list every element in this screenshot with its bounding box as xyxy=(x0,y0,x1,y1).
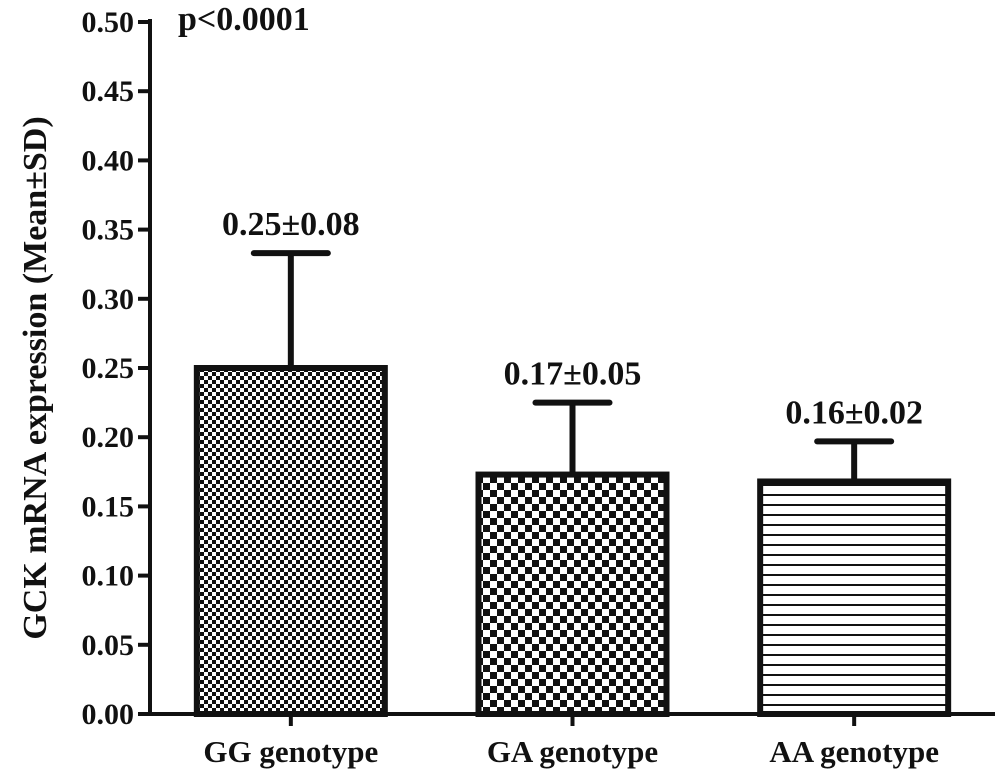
data-labels: 0.25±0.08 0.17±0.05 0.16±0.02 xyxy=(222,206,923,431)
y-tick-label: 0.25 xyxy=(82,352,135,385)
x-axis: GG genotype GA genotype AA genotype xyxy=(148,712,995,769)
bar-aa-genotype xyxy=(757,478,952,717)
p-value-annotation: p<0.0001 xyxy=(178,1,310,38)
y-tick-label: 0.20 xyxy=(82,421,135,454)
y-tick-label: 0.30 xyxy=(82,283,135,316)
y-tick-label: 0.05 xyxy=(82,629,135,662)
y-tick-label: 0.10 xyxy=(82,560,135,593)
y-tick-label: 0.35 xyxy=(82,214,135,247)
bar-ga-genotype xyxy=(475,471,670,717)
y-tick-label: 0.15 xyxy=(82,490,135,523)
y-tick-label: 0.50 xyxy=(82,6,135,39)
data-label: 0.25±0.08 xyxy=(222,206,360,243)
bars xyxy=(193,250,952,717)
bar-gg-genotype xyxy=(193,365,388,717)
y-tick-label: 0.45 xyxy=(82,75,135,108)
x-tick-label: GA genotype xyxy=(487,734,658,769)
data-label: 0.17±0.05 xyxy=(504,356,642,393)
y-axis-title: GCK mRNA expression (Mean±SD) xyxy=(17,116,54,639)
y-axis: 0.00 0.05 0.10 0.15 0.20 0.25 0.30 0.35 0.40 0.45… xyxy=(82,6,152,731)
y-tick-label: 0.40 xyxy=(82,144,135,177)
x-tick-label: AA genotype xyxy=(769,734,939,769)
y-tick-label: 0.00 xyxy=(82,698,135,731)
x-tick-label: GG genotype xyxy=(203,734,378,769)
data-label: 0.16±0.02 xyxy=(785,394,923,431)
